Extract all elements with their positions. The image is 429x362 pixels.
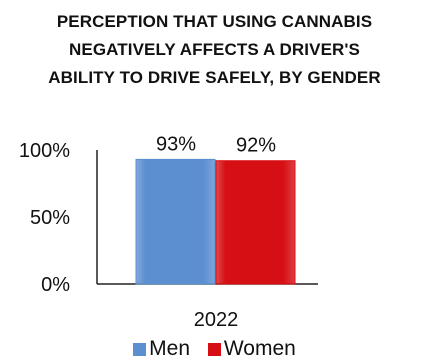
chart-legend: Men Women [0, 337, 429, 362]
chart-title: PERCEPTION THAT USING CANNABIS NEGATIVEL… [0, 8, 429, 92]
legend-swatch-men [133, 342, 147, 356]
data-label-women: 92% [236, 135, 276, 157]
bar-men [135, 158, 216, 285]
y-tick-label-2: 100% [19, 140, 70, 162]
data-label-men: 93% [156, 133, 196, 155]
legend-swatch-women [207, 342, 221, 356]
chart-title-line-2: NEGATIVELY AFFECTS A DRIVER'S [69, 40, 360, 59]
bar-women [215, 160, 296, 285]
legend-label-men: Men [149, 337, 191, 360]
chart-title-line-1: PERCEPTION THAT USING CANNABIS [56, 12, 373, 31]
legend-item-men: Men [133, 337, 190, 361]
chart-title-line-3: ABILITY TO DRIVE SAFELY, BY GENDER [48, 68, 381, 87]
y-tick-label-1: 50% [30, 207, 70, 229]
legend-label-women: Women [223, 337, 296, 360]
y-tick-label-0: 0% [41, 274, 70, 296]
x-tick-label-0: 2022 [194, 309, 239, 331]
legend-item-women: Women [207, 337, 296, 361]
